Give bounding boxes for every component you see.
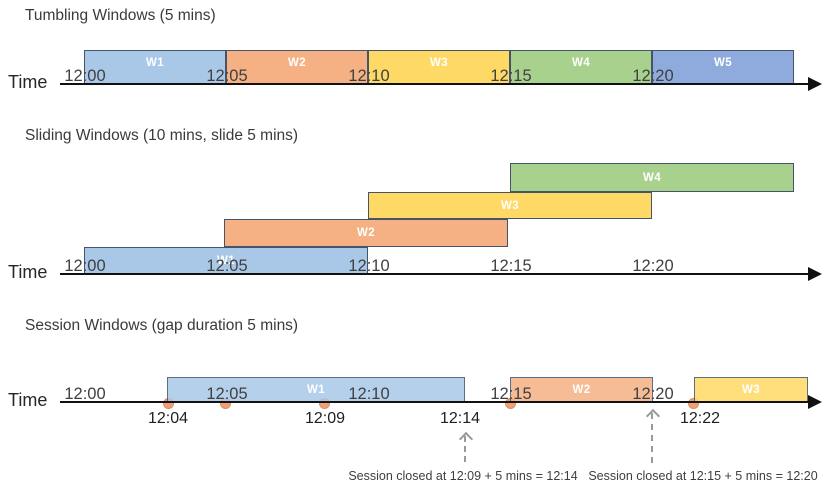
window-label: W3 [741, 384, 761, 396]
session-close-annotation: Session closed at 12:09 + 5 mins = 12:14 [348, 469, 578, 483]
tick-label: 12:15 [490, 67, 532, 85]
arrow-head-icon [645, 408, 661, 424]
time-axis-line [60, 273, 808, 275]
window-label: W2 [572, 384, 591, 396]
sliding-window-w2: W2 [224, 219, 508, 247]
window-label: W1 [306, 384, 326, 396]
time-axis-label: Time [8, 262, 48, 282]
tick-label: 12:05 [206, 67, 248, 85]
axis-arrowhead-icon [808, 77, 822, 91]
tumbling-window-w5: W5 [652, 50, 794, 84]
tick-label: 12:00 [64, 385, 106, 403]
event-time-label: 12:22 [679, 410, 721, 427]
tick-label: 12:20 [632, 67, 674, 85]
tick-label: 12:10 [348, 67, 390, 85]
sliding-title: Sliding Windows (10 mins, slide 5 mins) [25, 127, 299, 144]
tick-label: 12:20 [632, 385, 674, 403]
session-window-w2: W2 [510, 377, 653, 403]
arrow-head-icon [458, 431, 474, 447]
window-label: W3 [500, 199, 520, 212]
sliding-window-w4: W4 [510, 163, 794, 192]
event-dot [688, 398, 699, 409]
time-axis-line [60, 83, 808, 85]
window-label: W3 [429, 57, 449, 69]
window-label: W4 [642, 171, 662, 184]
axis-arrowhead-icon [808, 395, 822, 409]
axis-arrowhead-icon [808, 267, 822, 281]
session-window-w3: W3 [694, 377, 808, 403]
tumbling-window-w2: W2 [226, 50, 368, 84]
time-axis-label: Time [8, 390, 48, 410]
session-close-arrow-icon [458, 431, 474, 462]
event-time-label: 12:04 [147, 410, 189, 427]
session-close-arrow-icon [645, 408, 661, 463]
sliding-window-w1: W1 [84, 247, 368, 275]
tick-label: 12:15 [490, 257, 532, 275]
event-time-label: 12:14 [439, 410, 481, 427]
tick-label: 12:05 [206, 385, 248, 403]
window-label: W1 [216, 255, 236, 267]
tick-label: 12:15 [490, 385, 532, 403]
session-window-w1: W1 [167, 377, 465, 403]
tick-label: 12:20 [632, 257, 674, 275]
time-axis-label: Time [8, 72, 48, 92]
tick-label: 12:00 [64, 257, 106, 275]
tick-label: 12:00 [64, 67, 106, 85]
session-close-annotation: Session closed at 12:15 + 5 mins = 12:20 [588, 469, 818, 483]
window-label: W5 [713, 57, 733, 69]
window-label: W2 [287, 57, 307, 69]
tumbling-title: Tumbling Windows (5 mins) [25, 7, 216, 24]
tick-label: 12:10 [348, 385, 390, 403]
event-time-label: 12:09 [304, 410, 346, 427]
session-title: Session Windows (gap duration 5 mins) [25, 317, 299, 334]
tick-label: 12:05 [206, 257, 248, 275]
tick-label: 12:10 [348, 257, 390, 275]
sliding-window-w3: W3 [368, 192, 652, 219]
window-label: W1 [145, 57, 165, 69]
tumbling-window-w4: W4 [510, 50, 652, 84]
window-label: W2 [356, 227, 376, 239]
window-label: W4 [571, 57, 591, 69]
time-axis-line [60, 401, 808, 403]
